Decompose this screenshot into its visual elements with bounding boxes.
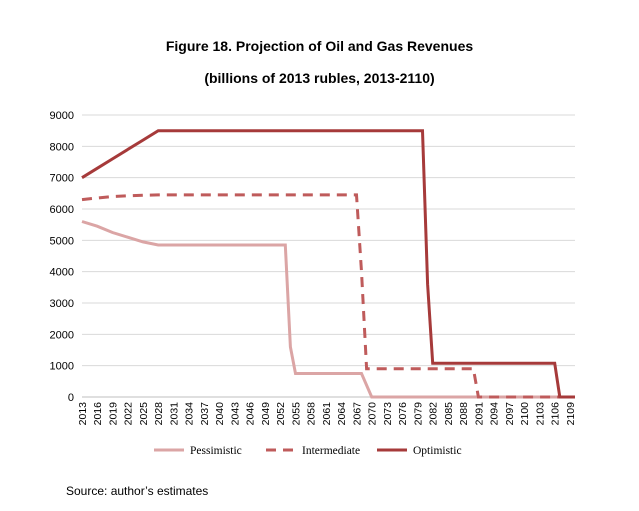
x-tick-label: 2094: [489, 402, 501, 426]
x-tick-label: 2049: [260, 402, 272, 426]
series-line-intermediate: [81, 193, 575, 399]
x-tick-label: 2079: [412, 402, 424, 426]
x-tick-label: 2067: [351, 402, 363, 426]
y-tick-label: 6000: [50, 204, 74, 216]
x-tick-label: 2076: [397, 402, 409, 426]
y-tick-label: 8000: [50, 141, 74, 153]
y-tick-label: 7000: [50, 173, 74, 185]
x-tick-label: 2091: [473, 402, 485, 426]
x-tick-label: 2055: [290, 402, 302, 426]
y-axis-ticks: 0 1000 2000 3000 4000 5000 6000 7000 8000 9000: [50, 110, 74, 404]
x-tick-label: 2037: [199, 402, 211, 426]
x-tick-label: 2025: [138, 402, 150, 426]
x-tick-label: 2088: [458, 402, 470, 426]
legend-label-pessimistic: Pessimistic: [190, 445, 242, 457]
legend-label-intermediate: Intermediate: [302, 445, 360, 457]
x-tick-label: 2019: [107, 402, 119, 426]
legend: Pessimistic Intermediate Optimistic: [154, 445, 462, 457]
y-tick-label: 5000: [50, 235, 74, 247]
x-tick-label: 2031: [168, 402, 180, 426]
series-line-pessimistic: [81, 220, 575, 399]
gridlines: [82, 114, 575, 398]
x-tick-label: 2103: [534, 402, 546, 426]
x-tick-label: 2109: [565, 402, 577, 426]
x-tick-label: 2016: [92, 402, 104, 426]
y-tick-label: 3000: [50, 298, 74, 310]
y-tick-label: 4000: [50, 267, 74, 279]
x-tick-label: 2034: [184, 402, 196, 426]
chart-subtitle: (billions of 2013 rubles, 2013-2110): [204, 70, 435, 86]
x-tick-label: 2070: [367, 402, 379, 426]
legend-label-optimistic: Optimistic: [413, 445, 462, 457]
x-tick-label: 2028: [153, 402, 165, 426]
x-tick-label: 2040: [214, 402, 226, 426]
x-tick-label: 2097: [504, 402, 516, 426]
x-tick-label: 2061: [321, 402, 333, 426]
x-tick-label: 2082: [428, 402, 440, 426]
x-tick-label: 2052: [275, 402, 287, 426]
x-tick-label: 2106: [550, 402, 562, 426]
x-tick-label: 2073: [382, 402, 394, 426]
x-tick-label: 2085: [443, 402, 455, 426]
x-tick-label: 2046: [245, 402, 257, 426]
x-tick-label: 2022: [123, 402, 135, 426]
y-tick-label: 9000: [50, 110, 74, 122]
y-tick-label: 1000: [50, 361, 74, 373]
chart-title: Figure 18. Projection of Oil and Gas Rev…: [165, 38, 474, 54]
series-lines: [81, 129, 575, 399]
series-line-optimistic: [81, 129, 575, 399]
y-tick-label: 2000: [50, 329, 74, 341]
x-tick-label: 2013: [77, 402, 89, 426]
x-tick-label: 2100: [519, 402, 531, 426]
x-tick-label: 2058: [306, 402, 318, 426]
x-tick-label: 2043: [229, 402, 241, 426]
y-tick-label: 0: [68, 392, 74, 404]
x-tick-label: 2064: [336, 402, 348, 426]
source-note: Source: author’s estimates: [66, 484, 209, 498]
x-axis-ticks: 2013 2016 2019 2022 2025 2028 2031 2034 2037 2040…: [77, 402, 577, 426]
